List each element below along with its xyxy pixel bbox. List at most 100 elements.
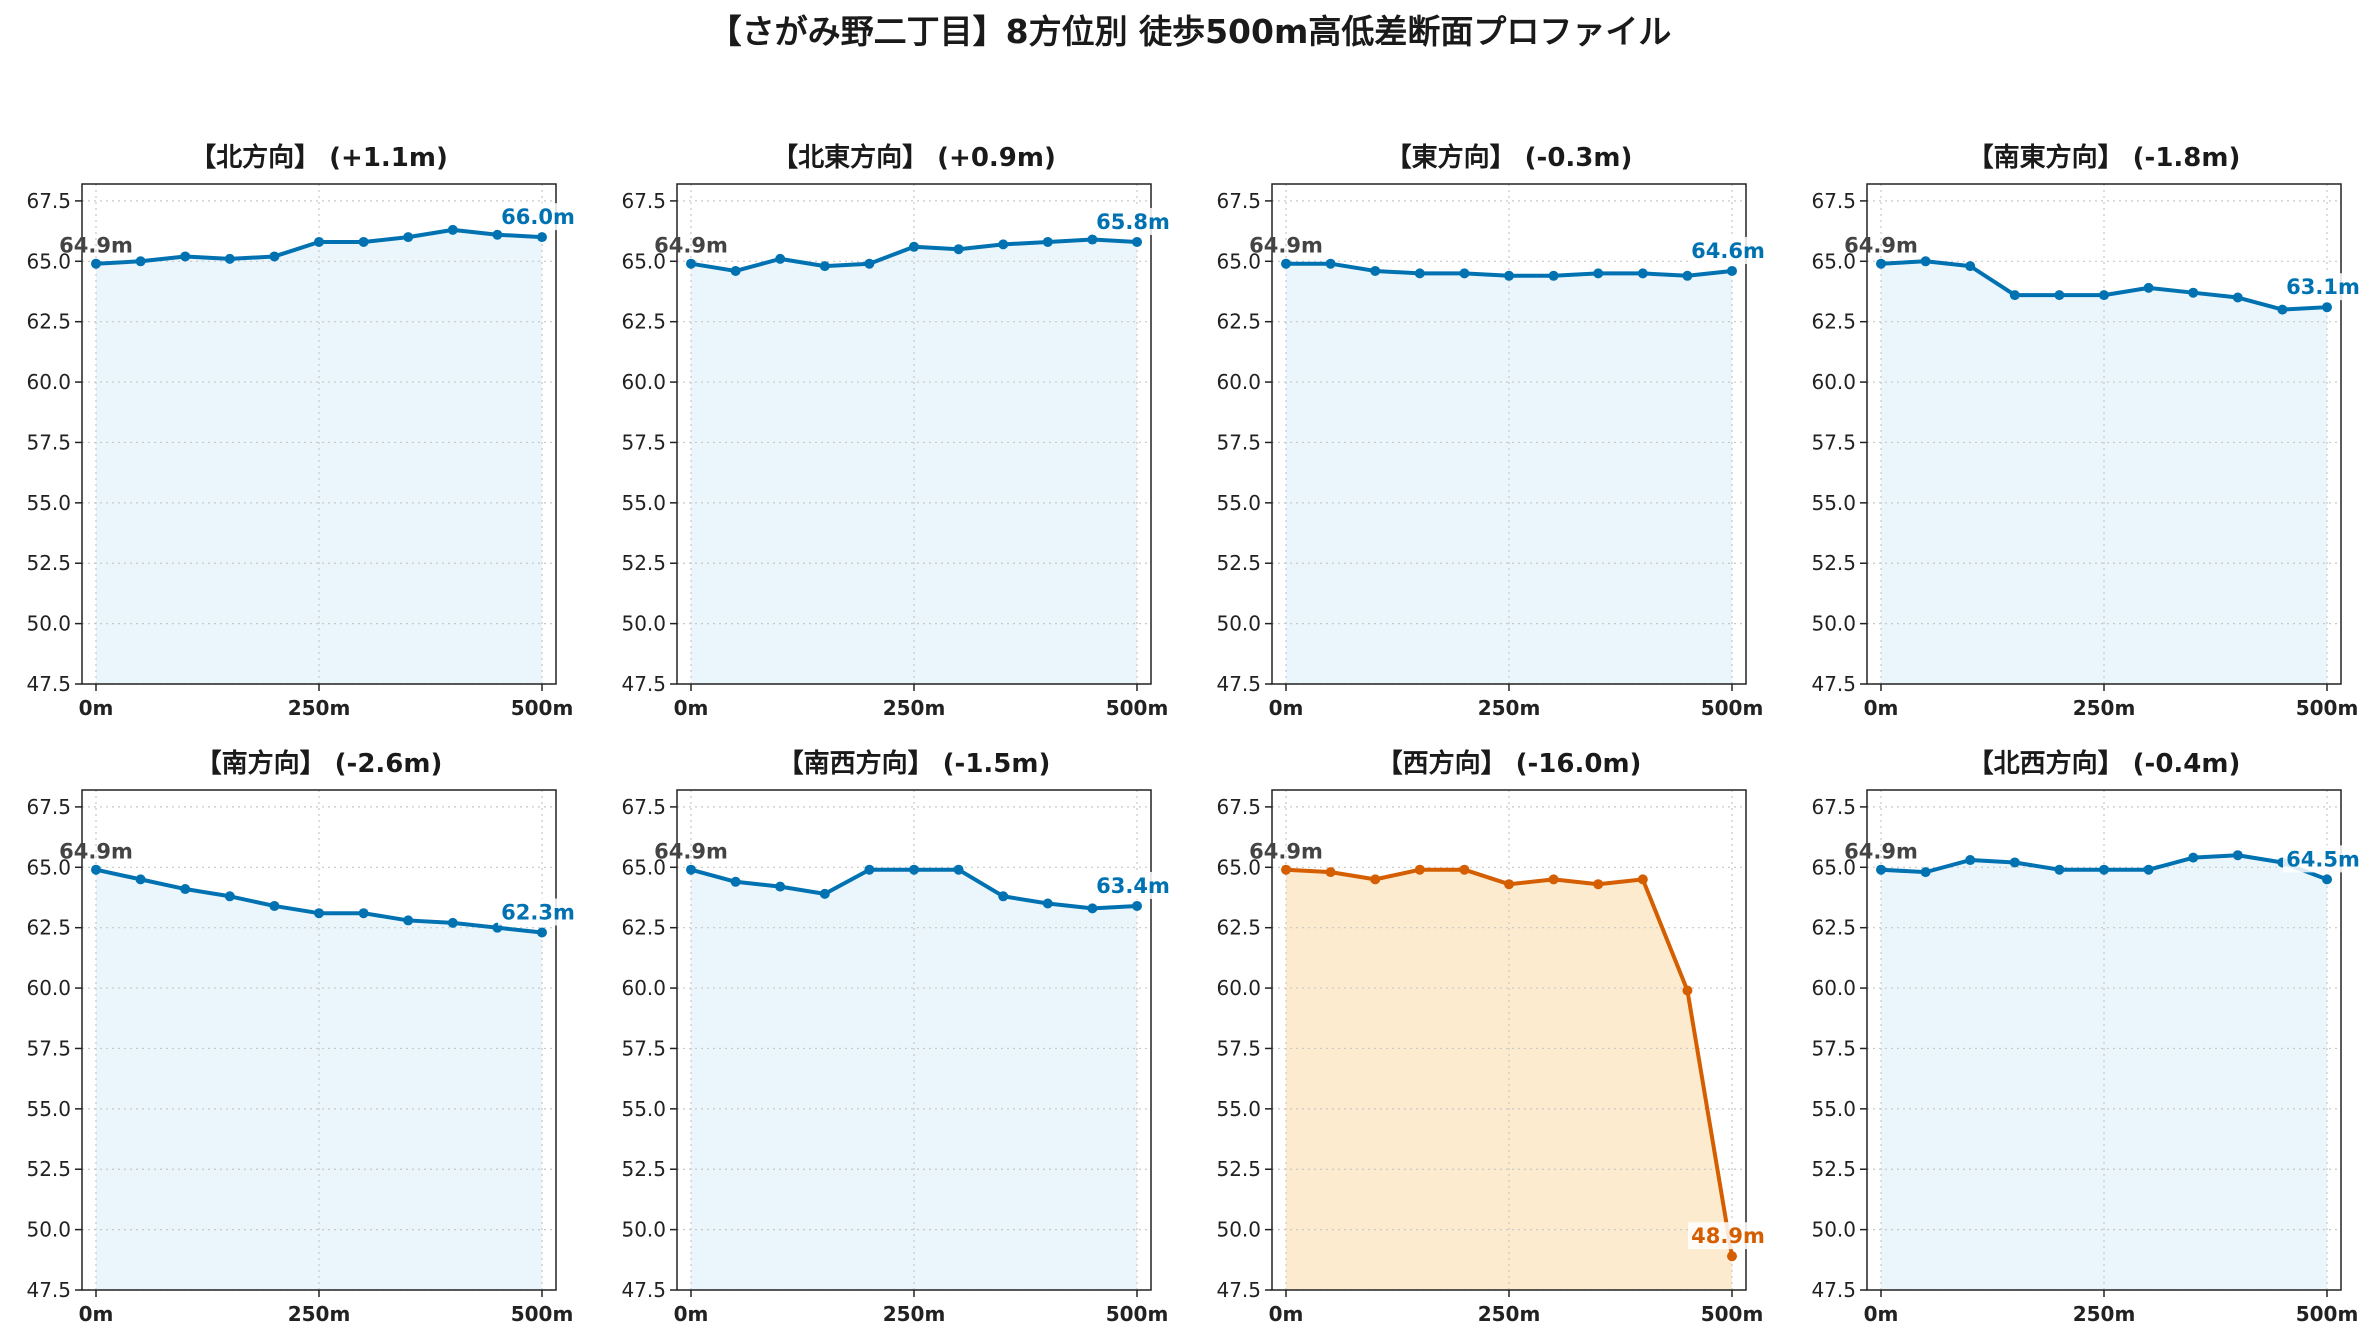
end-elevation-label: 62.3m: [501, 901, 575, 925]
end-label-background: [2283, 273, 2363, 301]
x-tick-label: 0m: [674, 696, 709, 720]
panel-title: 【北東方向】 (+0.9m): [772, 142, 1056, 173]
end-elevation-label: 66.0m: [501, 205, 575, 229]
y-tick-label: 52.5: [1811, 551, 1856, 575]
y-tick-label: 57.5: [1216, 1036, 1261, 1060]
y-tick-label: 65.0: [621, 855, 666, 879]
y-tick-label: 57.5: [1811, 430, 1856, 454]
y-tick-label: 62.5: [1216, 310, 1261, 334]
profile-point: [1042, 898, 1053, 909]
profile-point: [2099, 290, 2109, 301]
profile-point: [1087, 903, 1098, 914]
x-tick-label: 250m: [2073, 1302, 2136, 1326]
y-tick-label: 65.0: [26, 855, 71, 879]
profile-point: [775, 881, 786, 892]
y-tick-label: 52.5: [621, 1157, 666, 1181]
profile-point: [403, 915, 414, 926]
y-tick-label: 62.5: [621, 916, 666, 940]
y-tick-label: 52.5: [26, 551, 71, 575]
x-tick-label: 500m: [2296, 1302, 2359, 1326]
y-tick-label: 65.0: [1216, 249, 1261, 273]
profile-panel-1: 47.5 50.0 52.5 55.0 57.5 60.0 62.5 65.0 67.5 0m 25…: [621, 142, 1173, 720]
profile-point: [1325, 258, 1336, 269]
y-tick-label: 60.0: [1811, 370, 1856, 394]
x-tick-label: 250m: [288, 1302, 351, 1326]
profile-point: [1876, 864, 1886, 875]
profile-point: [2054, 290, 2065, 301]
x-tick-label: 250m: [1478, 696, 1541, 720]
end-label-background: [1093, 871, 1173, 899]
y-tick-label: 47.5: [1811, 1278, 1856, 1302]
profile-point: [180, 884, 191, 895]
profile-point: [2009, 857, 2020, 868]
profile-point: [998, 891, 1009, 902]
profile-point: [953, 864, 964, 875]
end-label-background: [1093, 207, 1173, 235]
profile-point: [819, 888, 830, 899]
profile-point: [1325, 867, 1336, 878]
y-tick-label: 67.5: [1811, 189, 1856, 213]
x-tick-label: 250m: [883, 696, 946, 720]
y-tick-label: 55.0: [1216, 1097, 1261, 1121]
y-tick-label: 50.0: [621, 612, 666, 636]
y-tick-label: 57.5: [1811, 1036, 1856, 1060]
y-tick-label: 50.0: [621, 1218, 666, 1242]
profile-point: [224, 891, 235, 902]
x-tick-label: 0m: [79, 1302, 114, 1326]
panel-title: 【南方向】 (-2.6m): [196, 748, 443, 779]
profile-point: [135, 256, 146, 267]
y-tick-label: 57.5: [26, 1036, 71, 1060]
y-tick-label: 67.5: [26, 795, 71, 819]
y-tick-label: 67.5: [621, 795, 666, 819]
profile-point: [1504, 270, 1514, 281]
y-tick-label: 52.5: [1216, 551, 1261, 575]
panel-title: 【南西方向】 (-1.5m): [778, 748, 1051, 779]
profile-point: [909, 241, 919, 252]
y-tick-label: 62.5: [26, 310, 71, 334]
profile-point: [2009, 290, 2020, 301]
y-tick-label: 65.0: [621, 249, 666, 273]
profile-point: [1920, 256, 1931, 267]
profile-point: [1281, 864, 1291, 875]
profile-point: [2143, 282, 2154, 293]
profile-point: [1281, 258, 1291, 269]
start-elevation-label: 64.9m: [59, 234, 133, 258]
end-elevation-label: 65.8m: [1096, 210, 1170, 234]
profile-point: [1637, 268, 1648, 279]
y-tick-label: 47.5: [26, 1278, 71, 1302]
y-tick-label: 55.0: [621, 1097, 666, 1121]
y-tick-label: 65.0: [1216, 855, 1261, 879]
panel-title: 【東方向】 (-0.3m): [1386, 142, 1633, 173]
profile-point: [2322, 302, 2332, 313]
profile-point: [91, 864, 101, 875]
y-tick-label: 65.0: [1811, 855, 1856, 879]
end-elevation-label: 63.1m: [2286, 275, 2360, 299]
profile-point: [1920, 867, 1931, 878]
profile-point: [686, 864, 696, 875]
profile-point: [1682, 270, 1693, 281]
y-tick-label: 57.5: [1216, 430, 1261, 454]
start-elevation-label: 64.9m: [1249, 234, 1323, 258]
end-label-background: [1688, 1222, 1768, 1250]
profile-point: [1965, 855, 1976, 866]
end-elevation-label: 64.6m: [1691, 239, 1765, 263]
y-tick-label: 55.0: [26, 491, 71, 515]
start-elevation-label: 64.9m: [654, 234, 728, 258]
profile-point: [180, 251, 191, 262]
x-tick-label: 250m: [1478, 1302, 1541, 1326]
profile-point: [1637, 874, 1648, 885]
profile-panel-7: 47.5 50.0 52.5 55.0 57.5 60.0 62.5 65.0 67.5 0m 25…: [1811, 748, 2363, 1326]
x-tick-label: 0m: [1864, 1302, 1899, 1326]
y-tick-label: 65.0: [1811, 249, 1856, 273]
x-tick-label: 500m: [511, 696, 574, 720]
end-label-background: [498, 203, 578, 231]
profile-point: [1548, 270, 1559, 281]
profile-point: [358, 908, 369, 919]
figure-title: 【さがみ野二丁目】8方位別 徒歩500m高低差断面プロファイル: [709, 12, 1672, 51]
profile-panel-6: 47.5 50.0 52.5 55.0 57.5 60.0 62.5 65.0 67.5 0m 25…: [1216, 748, 1768, 1326]
y-tick-label: 47.5: [26, 672, 71, 696]
profile-point: [314, 236, 324, 247]
profile-point: [1459, 268, 1470, 279]
profile-point: [730, 876, 741, 887]
